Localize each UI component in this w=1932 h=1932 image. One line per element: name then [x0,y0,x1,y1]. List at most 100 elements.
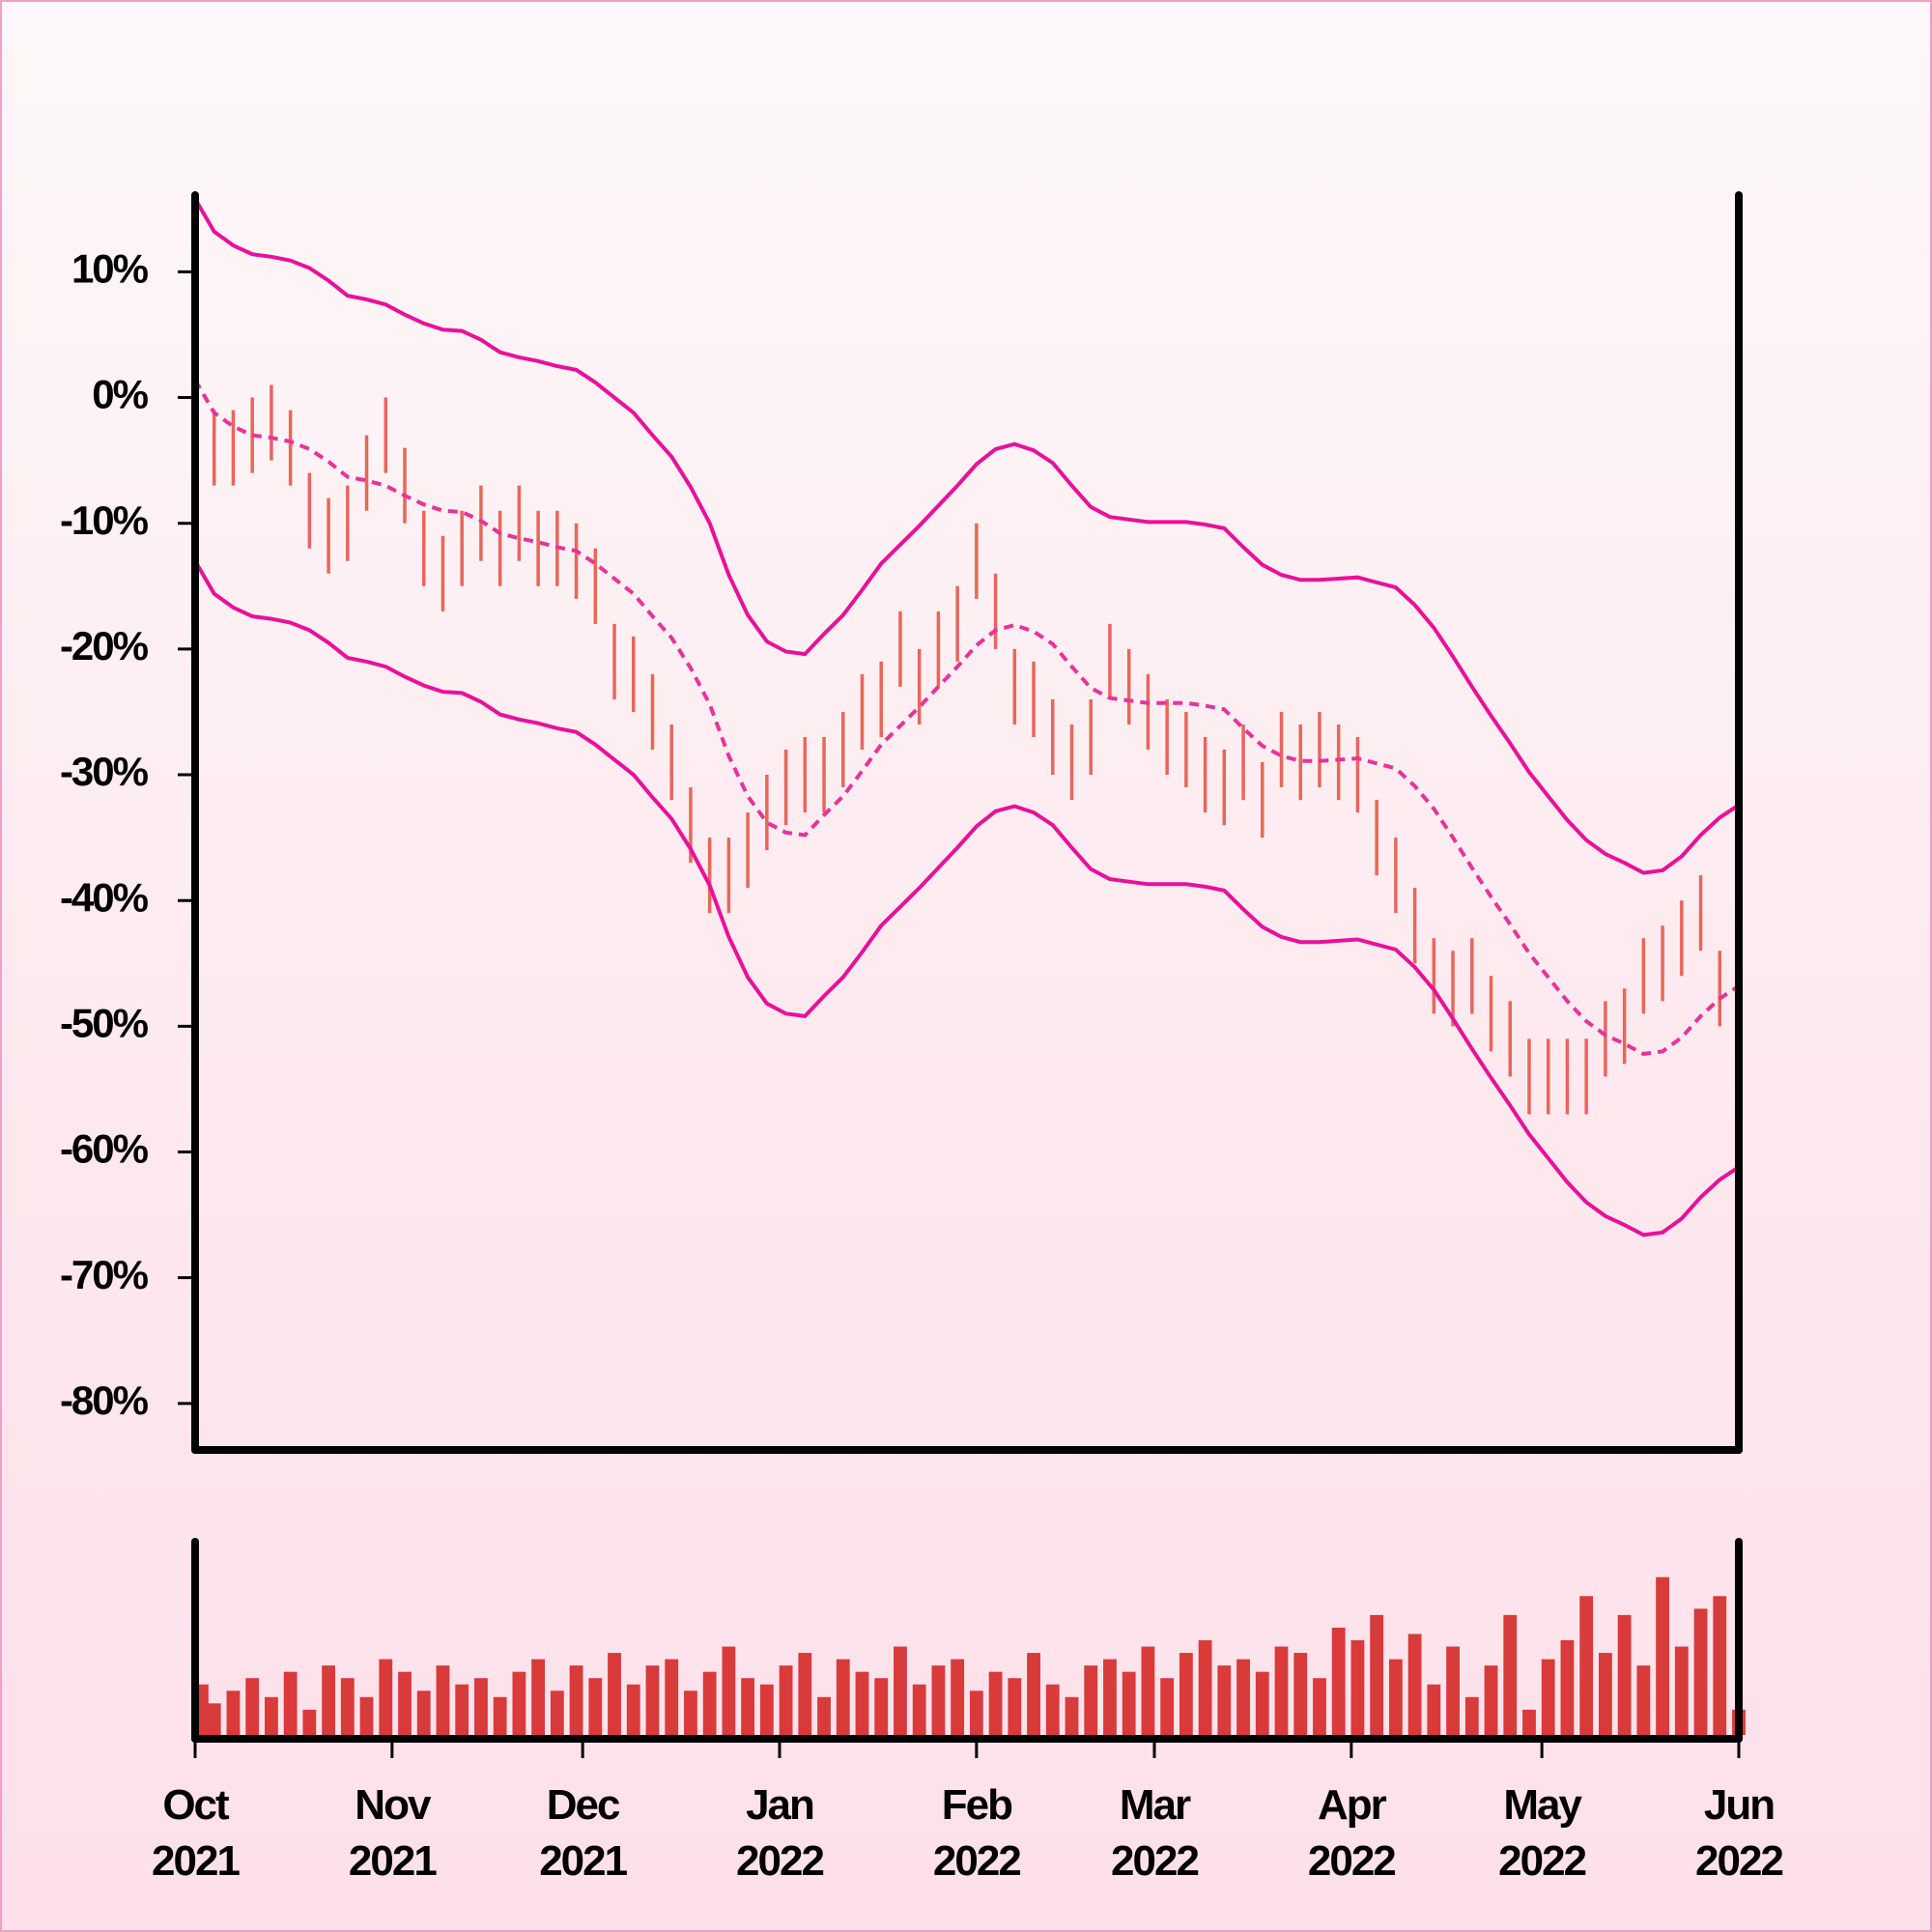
x-tick-label: Oct 2021 [152,1781,241,1885]
y-tick-label: -80% [60,1378,149,1423]
volume-bar [1008,1678,1022,1735]
volume-bar [1370,1614,1384,1735]
volume-bar [265,1696,278,1735]
volume-bar [1141,1646,1155,1735]
volume-bar [722,1646,736,1735]
volume-bar [1503,1614,1518,1735]
volume-bar [550,1690,564,1735]
volume-bar [1236,1659,1250,1735]
volume-bar [951,1659,965,1735]
volume-bar [1713,1596,1727,1735]
y-tick-label: -20% [60,623,149,668]
volume-bar [817,1696,831,1735]
volume-bar [1656,1577,1669,1735]
volume-bar [340,1678,355,1735]
volume-bar [1103,1659,1117,1735]
volume-bar [684,1690,697,1735]
volume-bar [969,1690,983,1735]
volume-bar [645,1665,660,1735]
volume-bar [512,1671,526,1735]
volume-bar [207,1703,221,1735]
y-tick-label: -30% [60,749,149,794]
x-tick-label: Jun 2022 [1695,1781,1784,1885]
volume-bar [1084,1665,1098,1735]
volume-bar [1293,1653,1308,1735]
volume-bar [1313,1678,1326,1735]
volume-bar [702,1671,717,1735]
volume-bar [1407,1634,1422,1735]
y-tick-label: 0% [92,372,148,417]
volume-bar [874,1678,889,1735]
volume-bar [1598,1653,1612,1735]
x-tick-label: Feb 2022 [932,1781,1022,1885]
x-tick-label: Jan 2022 [736,1781,825,1885]
volume-bar [836,1659,850,1735]
volume-bar [1579,1596,1594,1735]
volume-bar [1674,1646,1689,1735]
volume-bar [569,1665,583,1735]
volume-bar [1693,1608,1708,1735]
volume-bar [588,1678,603,1735]
volume-bar [416,1690,431,1735]
y-tick-label: -40% [60,874,149,920]
volume-bar [912,1684,926,1735]
volume-bar [1179,1653,1193,1735]
volume-bar [608,1653,621,1735]
volume-bar [1560,1640,1575,1735]
volume-bar [302,1709,317,1735]
volume-bar [1331,1627,1346,1735]
volume-bar [626,1684,640,1735]
volume-bar [855,1671,869,1735]
y-tick-label: -10% [60,497,149,543]
volume-bar [1065,1696,1079,1735]
x-tick-label: Dec 2021 [539,1781,628,1885]
volume-bar [398,1671,412,1735]
volume-bar [894,1646,907,1735]
volume-bar [665,1659,679,1735]
y-tick-label: -50% [60,1000,149,1045]
x-tick-label: Apr 2022 [1307,1781,1397,1885]
volume-bar [379,1659,393,1735]
volume-bar [931,1665,946,1735]
volume-bar [779,1665,793,1735]
volume-bar [455,1684,469,1735]
x-tick-label: May 2022 [1498,1781,1587,1885]
volume-bar [226,1690,241,1735]
x-tick-label: Mar 2022 [1111,1781,1200,1885]
volume-bar [1027,1653,1040,1735]
volume-bar [1522,1709,1536,1735]
volume-bar [1198,1640,1212,1735]
volume-bar [1446,1646,1460,1735]
volume-bar [1350,1640,1365,1735]
volume-bar [1217,1665,1232,1735]
volume-bar [245,1678,260,1735]
volume-bar [1427,1684,1441,1735]
volume-bar [1274,1646,1289,1735]
y-tick-label: 10% [71,245,149,291]
volume-bar [322,1665,336,1735]
volume-bar [1636,1665,1651,1735]
volume-bar [531,1659,546,1735]
volume-bar [474,1678,488,1735]
volume-bar [1464,1696,1479,1735]
volume-bar [1122,1671,1136,1735]
volume-bar [741,1678,755,1735]
y-tick-label: -60% [60,1126,149,1172]
volume-bar [1045,1684,1060,1735]
volume-bar [283,1671,298,1735]
y-tick-label: -70% [60,1252,149,1297]
volume-bar [1484,1665,1498,1735]
volume-bar [1541,1659,1555,1735]
volume-bar [493,1696,507,1735]
volume-bar [1617,1614,1632,1735]
volume-bar [1255,1671,1269,1735]
band-line [193,559,1741,1237]
volume-bar [359,1696,374,1735]
band-line [193,197,1741,875]
x-tick-label: Nov 2021 [348,1781,438,1885]
volume-bar [759,1684,774,1735]
volume-bar [1388,1659,1403,1735]
moving-average [193,379,1741,1057]
